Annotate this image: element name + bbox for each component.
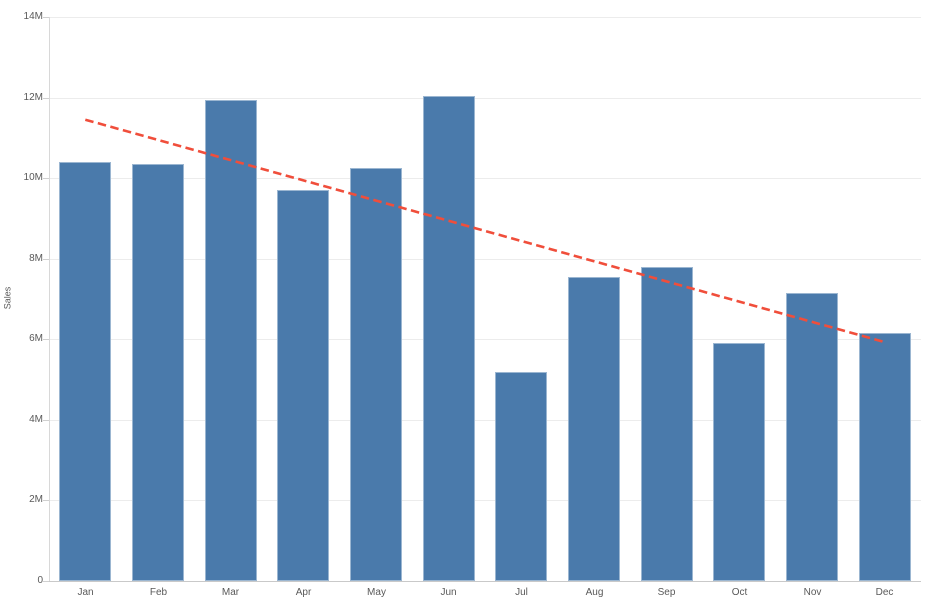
- y-tick-mark: [43, 17, 49, 18]
- y-tick-label: 0: [37, 575, 43, 586]
- y-tick-mark: [43, 420, 49, 421]
- x-tick-label: Apr: [295, 587, 312, 598]
- y-gridline: [49, 420, 921, 421]
- x-axis-line: [49, 581, 921, 582]
- y-axis-title: Sales: [2, 286, 13, 310]
- y-tick-mark: [43, 581, 49, 582]
- x-tick-label: Sep: [657, 587, 676, 598]
- y-tick-label: 14M: [23, 11, 43, 22]
- x-tick-label: Mar: [221, 587, 240, 598]
- y-tick-mark: [43, 339, 49, 340]
- y-tick-label: 8M: [29, 253, 43, 264]
- bar[interactable]: [277, 190, 329, 581]
- y-tick-mark: [43, 259, 49, 260]
- y-gridline: [49, 500, 921, 501]
- bar[interactable]: [205, 100, 257, 581]
- bar[interactable]: [350, 168, 402, 581]
- y-tick-label: 2M: [29, 494, 43, 505]
- bar[interactable]: [713, 343, 765, 581]
- bar[interactable]: [59, 162, 111, 581]
- x-tick-label: Oct: [731, 587, 748, 598]
- y-gridline: [49, 17, 921, 18]
- x-tick-label: Nov: [803, 587, 822, 598]
- y-tick-mark: [43, 500, 49, 501]
- x-tick-label: Aug: [585, 587, 604, 598]
- y-tick-mark: [43, 178, 49, 179]
- y-tick-mark: [43, 98, 49, 99]
- bar[interactable]: [132, 164, 184, 581]
- x-tick-label: Jul: [515, 587, 528, 598]
- bar[interactable]: [568, 277, 620, 581]
- bar[interactable]: [859, 333, 911, 581]
- bar[interactable]: [423, 96, 475, 581]
- x-tick-label: Feb: [149, 587, 168, 598]
- y-axis-line: [49, 17, 50, 581]
- y-tick-label: 4M: [29, 414, 43, 425]
- y-tick-label: 12M: [23, 92, 43, 103]
- bar[interactable]: [495, 372, 547, 581]
- x-tick-label: Jun: [440, 587, 457, 598]
- y-tick-label: 6M: [29, 333, 43, 344]
- bar[interactable]: [641, 267, 693, 581]
- y-gridline: [49, 98, 921, 99]
- x-tick-label: Dec: [875, 587, 894, 598]
- x-tick-label: May: [367, 587, 386, 598]
- y-tick-label: 10M: [23, 172, 43, 183]
- x-tick-label: Jan: [77, 587, 94, 598]
- bar[interactable]: [786, 293, 838, 581]
